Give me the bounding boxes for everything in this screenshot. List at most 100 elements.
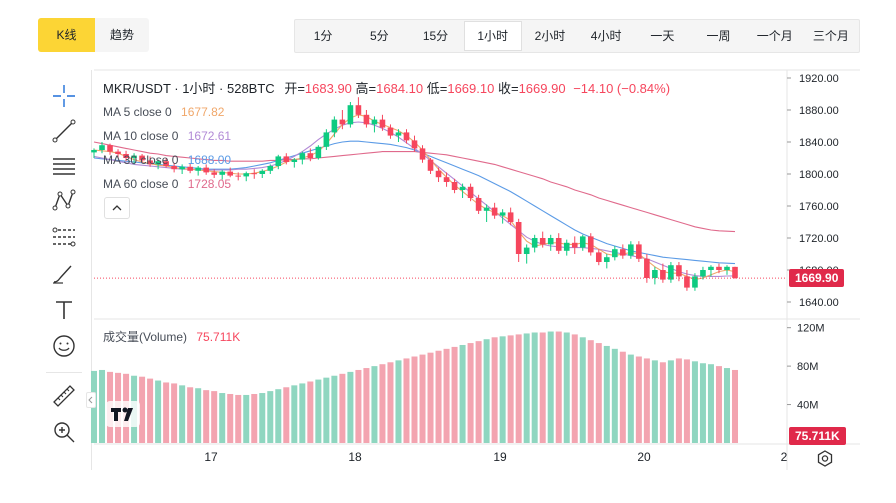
tab-kline[interactable]: K线 xyxy=(38,18,95,52)
volume-bar xyxy=(299,383,306,443)
candle-body xyxy=(571,242,578,248)
candle-body xyxy=(235,175,242,177)
interval-3[interactable]: 1小时 xyxy=(463,21,522,51)
candle-body xyxy=(99,145,105,150)
volume-bar xyxy=(715,366,722,443)
price-axis-label: 1840.00 xyxy=(799,137,839,149)
volume-bar xyxy=(395,360,402,443)
volume-bar xyxy=(187,387,194,443)
volume-bar xyxy=(315,379,322,443)
collapse-legend-button[interactable] xyxy=(104,197,130,219)
settings-gear-icon[interactable] xyxy=(815,449,835,469)
price-axis-label: 1760.00 xyxy=(799,201,839,213)
ma10-legend: MA 10 close 0 1672.61 xyxy=(103,129,231,143)
high-value: 1684.10 xyxy=(376,81,424,96)
volume-bar xyxy=(443,348,450,443)
candle-body xyxy=(339,119,346,125)
candle-body xyxy=(195,167,201,171)
volume-bar xyxy=(531,332,538,443)
candle-body xyxy=(243,173,250,177)
candle-body xyxy=(692,276,698,288)
volume-bar xyxy=(603,345,610,443)
volume-bar xyxy=(547,331,554,443)
volume-bar xyxy=(587,340,594,443)
scroll-left-handle[interactable] xyxy=(86,392,96,408)
volume-bar xyxy=(651,360,658,443)
tab-trend[interactable]: 趋势 xyxy=(95,18,149,52)
interval-8[interactable]: 一个月 xyxy=(756,29,793,43)
volume-bar xyxy=(627,354,634,443)
volume-bar xyxy=(483,339,490,443)
candle-body xyxy=(435,170,442,178)
volume-bar xyxy=(363,368,370,443)
tradingview-logo xyxy=(106,401,140,427)
candle-body xyxy=(555,238,562,251)
candle-body xyxy=(395,132,402,136)
candle-body xyxy=(315,146,322,158)
pattern-icon[interactable] xyxy=(50,187,78,215)
current-price-tag: 1669.90 xyxy=(789,269,845,288)
volume-bar xyxy=(555,331,562,443)
interval-5[interactable]: 4小时 xyxy=(590,29,622,43)
interval-4[interactable]: 2小时 xyxy=(534,29,566,43)
crosshair-icon[interactable] xyxy=(50,82,78,110)
volume-bar xyxy=(323,377,330,443)
volume-bar xyxy=(179,385,186,443)
fib-retracement-icon[interactable] xyxy=(50,223,78,251)
interval-6[interactable]: 一天 xyxy=(650,29,675,43)
volume-bar xyxy=(195,388,202,443)
zoom-in-icon[interactable] xyxy=(50,418,78,446)
interval-selector: 1分 5分 15分 1小时 2小时 4小时 一天 一周 一个月 三个月 xyxy=(294,19,860,53)
candle-body xyxy=(579,236,586,248)
ma10-line xyxy=(93,121,736,277)
interval-9[interactable]: 三个月 xyxy=(812,29,849,43)
open-value: 1683.90 xyxy=(304,81,352,96)
candle-body xyxy=(531,238,538,248)
volume-bar xyxy=(667,360,674,443)
volume-bar xyxy=(275,389,282,443)
candle-body xyxy=(628,244,634,256)
volume-axis-label: 80M xyxy=(797,361,818,373)
price-axis-label: 1800.00 xyxy=(799,169,839,181)
ruler-icon[interactable] xyxy=(50,382,78,410)
candle-body xyxy=(515,222,522,254)
candle-body xyxy=(107,145,113,152)
interval-0[interactable]: 1分 xyxy=(313,29,333,43)
volume-bar xyxy=(699,363,706,443)
horizontal-lines-icon[interactable] xyxy=(50,152,78,180)
volume-value: 75.711K xyxy=(196,330,241,344)
interval-7[interactable]: 一周 xyxy=(706,29,731,43)
candle-body xyxy=(563,242,570,251)
candle-body xyxy=(620,249,626,256)
trend-line-icon[interactable] xyxy=(50,117,78,145)
volume-bar xyxy=(227,393,234,443)
candle-body xyxy=(636,244,642,259)
volume-axis-label: 120M xyxy=(797,323,825,335)
volume-bar xyxy=(267,391,274,443)
candle-body xyxy=(275,156,282,166)
candle-body xyxy=(467,186,474,198)
candle-body xyxy=(644,258,650,278)
candle-body xyxy=(523,247,530,254)
volume-bar xyxy=(619,351,626,443)
candle-body xyxy=(676,265,682,277)
emoji-icon[interactable] xyxy=(50,332,78,360)
candle-body xyxy=(732,266,738,279)
candle-body xyxy=(355,105,362,115)
time-axis-label: 18 xyxy=(348,450,362,464)
candle-body xyxy=(299,153,306,160)
candle-body xyxy=(708,266,714,270)
interval-1[interactable]: 5分 xyxy=(369,29,389,43)
candle-body xyxy=(267,166,274,171)
interval-2[interactable]: 15分 xyxy=(422,29,449,43)
candle-body xyxy=(483,207,490,211)
candle-body xyxy=(427,159,434,171)
candle-body xyxy=(251,173,258,175)
volume-bar xyxy=(219,393,226,443)
volume-bar xyxy=(691,361,698,443)
time-axis-label: 2 xyxy=(781,450,788,464)
brush-icon[interactable] xyxy=(50,259,78,287)
text-tool-icon[interactable] xyxy=(50,296,78,324)
volume-bar xyxy=(331,375,338,443)
